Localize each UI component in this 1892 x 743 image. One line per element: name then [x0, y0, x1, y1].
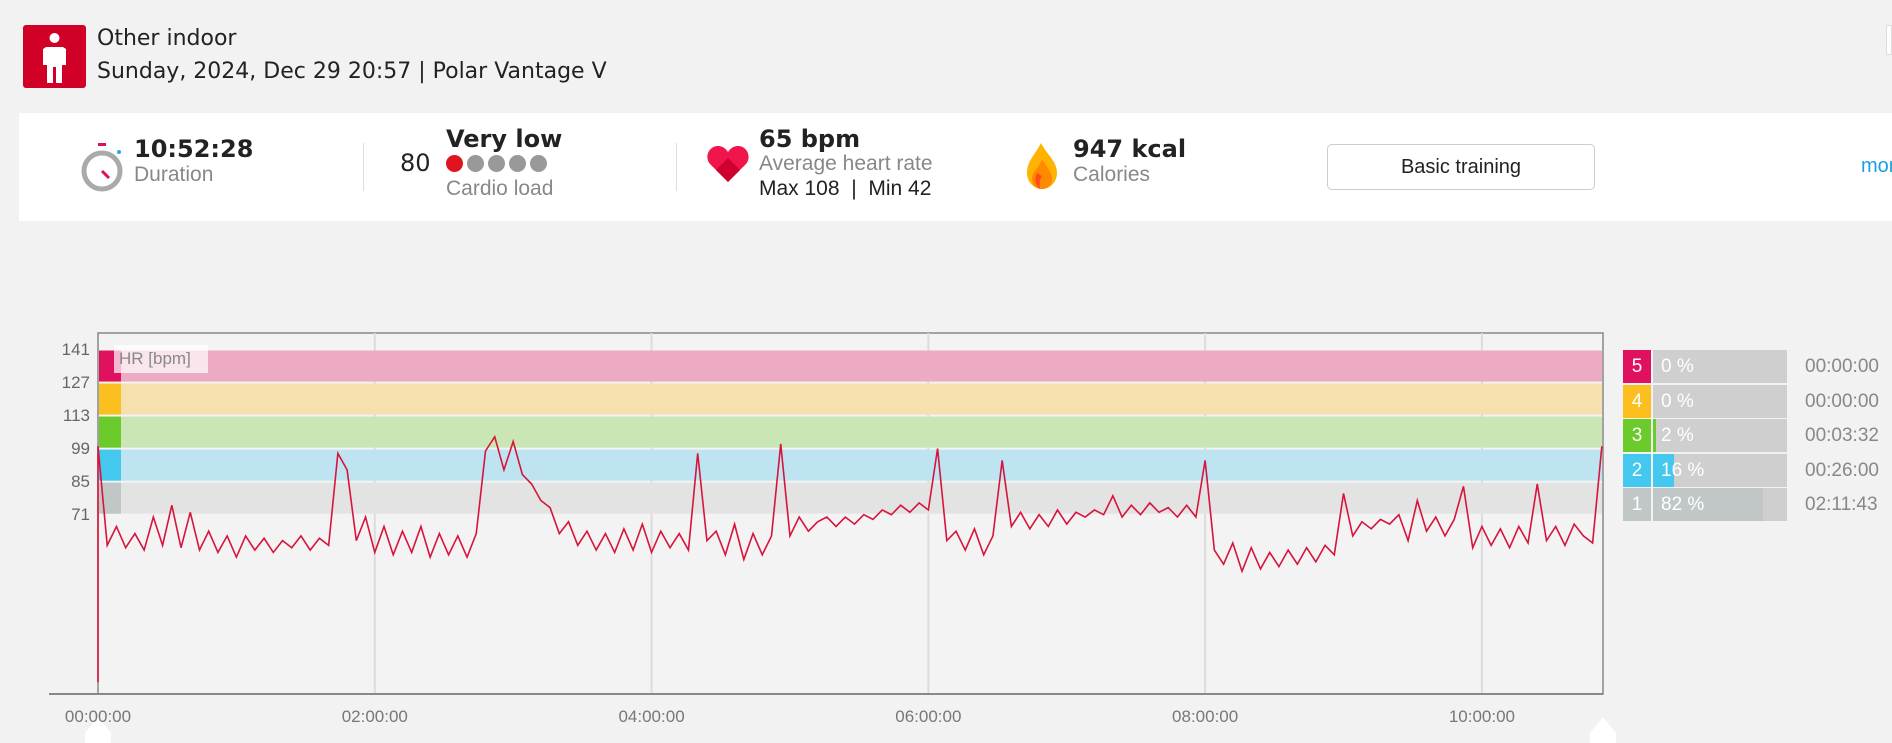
zone-row-2: 2 16 % 00:26:00 [1623, 454, 1892, 487]
y-tick-label: 113 [62, 405, 90, 425]
summary-bar: 10:52:28 Duration 80 Very low Cardio loa… [19, 113, 1892, 221]
cardio-dot [446, 155, 463, 172]
zone-time: 00:00:00 [1805, 391, 1879, 412]
zone-time: 00:03:32 [1805, 425, 1879, 446]
zone-bar-fill [1653, 454, 1675, 487]
cardio-load-dots [446, 155, 551, 177]
person-standing-icon [43, 33, 66, 83]
stopwatch-icon [81, 143, 123, 192]
y-tick-label: 99 [71, 438, 90, 458]
zone-percent: 2 % [1661, 425, 1694, 446]
x-tick-label: 10:00:00 [1448, 707, 1515, 726]
cardio-dot [530, 155, 547, 172]
zone-bar: 2 % [1653, 419, 1787, 452]
zone-number: 5 [1623, 350, 1651, 383]
session-subtitle: Sunday, 2024, Dec 29 20:57 | Polar Vanta… [97, 59, 607, 84]
zone-time: 02:11:43 [1805, 494, 1878, 515]
zone-bar-fill [1653, 419, 1656, 452]
zone-bar: 0 % [1653, 385, 1787, 418]
y-tick-label: 71 [71, 504, 90, 524]
x-tick-label: 06:00:00 [895, 707, 962, 726]
zone-strip-1 [99, 482, 121, 514]
x-tick-label: 00:00:00 [64, 707, 132, 726]
cardio-load-number: 80 [400, 149, 431, 177]
zone-bar: 0 % [1653, 350, 1787, 383]
sport-title: Other indoor [97, 26, 237, 51]
divider [363, 143, 364, 191]
zone-strip-3 [99, 416, 121, 448]
zone-number: 4 [1623, 385, 1651, 418]
zone-percent: 82 % [1661, 494, 1705, 515]
divider [676, 143, 677, 191]
side-panel-edge [1886, 25, 1892, 55]
zone-band-1 [99, 482, 1602, 514]
cardio-load-label: Cardio load [446, 177, 554, 200]
zone-time: 00:26:00 [1805, 460, 1879, 481]
calories-value: 947 kcal [1073, 135, 1187, 163]
y-tick-label: 141 [61, 339, 90, 359]
cardio-dot [467, 155, 484, 172]
zone-strip-4 [99, 383, 121, 415]
flame-icon [1027, 143, 1057, 189]
zone-band-3 [99, 416, 1602, 448]
x-tick-label: 04:00:00 [618, 707, 685, 726]
y-tick-label: 127 [61, 372, 90, 392]
x-tick-label: 02:00:00 [341, 707, 408, 726]
y-tick-label: 85 [71, 471, 90, 491]
zone-bar: 82 % [1653, 488, 1787, 521]
zone-percent: 0 % [1661, 391, 1694, 412]
cardio-load-level: Very low [446, 125, 563, 153]
zone-number: 1 [1623, 488, 1651, 521]
duration-label: Duration [134, 163, 214, 186]
zone-percent: 0 % [1661, 356, 1694, 377]
avg-hr-label: Average heart rate [759, 152, 933, 175]
calories-label: Calories [1073, 163, 1151, 186]
zone-row-1: 1 82 % 02:11:43 [1623, 488, 1892, 521]
heart-icon [707, 146, 749, 182]
x-tick-label: 08:00:00 [1172, 707, 1239, 726]
zone-number: 2 [1623, 454, 1651, 487]
cardio-dot [509, 155, 526, 172]
zone-band-4 [99, 383, 1602, 415]
zone-bar-fill [1653, 488, 1763, 521]
zone-strip-2 [99, 449, 121, 481]
range-handle-right [1590, 717, 1616, 743]
hr-chart[interactable] [0, 320, 1620, 743]
zone-percent: 16 % [1661, 460, 1705, 481]
cardio-dot [488, 155, 505, 172]
zone-row-3: 3 2 % 00:03:32 [1623, 419, 1892, 452]
range-handle-left [85, 717, 111, 743]
zone-row-5: 5 0 % 00:00:00 [1623, 350, 1892, 383]
duration-value: 10:52:28 [134, 135, 254, 163]
training-benefit-button[interactable]: Basic training [1327, 144, 1595, 190]
zone-band-2 [99, 449, 1602, 481]
zone-time: 00:00:00 [1805, 356, 1879, 377]
avg-hr-value: 65 bpm [759, 125, 861, 153]
zone-row-4: 4 0 % 00:00:00 [1623, 385, 1892, 418]
sport-icon [23, 25, 86, 88]
zone-bar: 16 % [1653, 454, 1787, 487]
hr-max-min: Max 108 | Min 42 [759, 177, 932, 200]
zone-band-5 [99, 350, 1602, 382]
hr-line [97, 434, 1603, 683]
series-label: HR [bpm] [114, 345, 208, 373]
zone-number: 3 [1623, 419, 1651, 452]
more-link[interactable]: more [1861, 155, 1892, 177]
